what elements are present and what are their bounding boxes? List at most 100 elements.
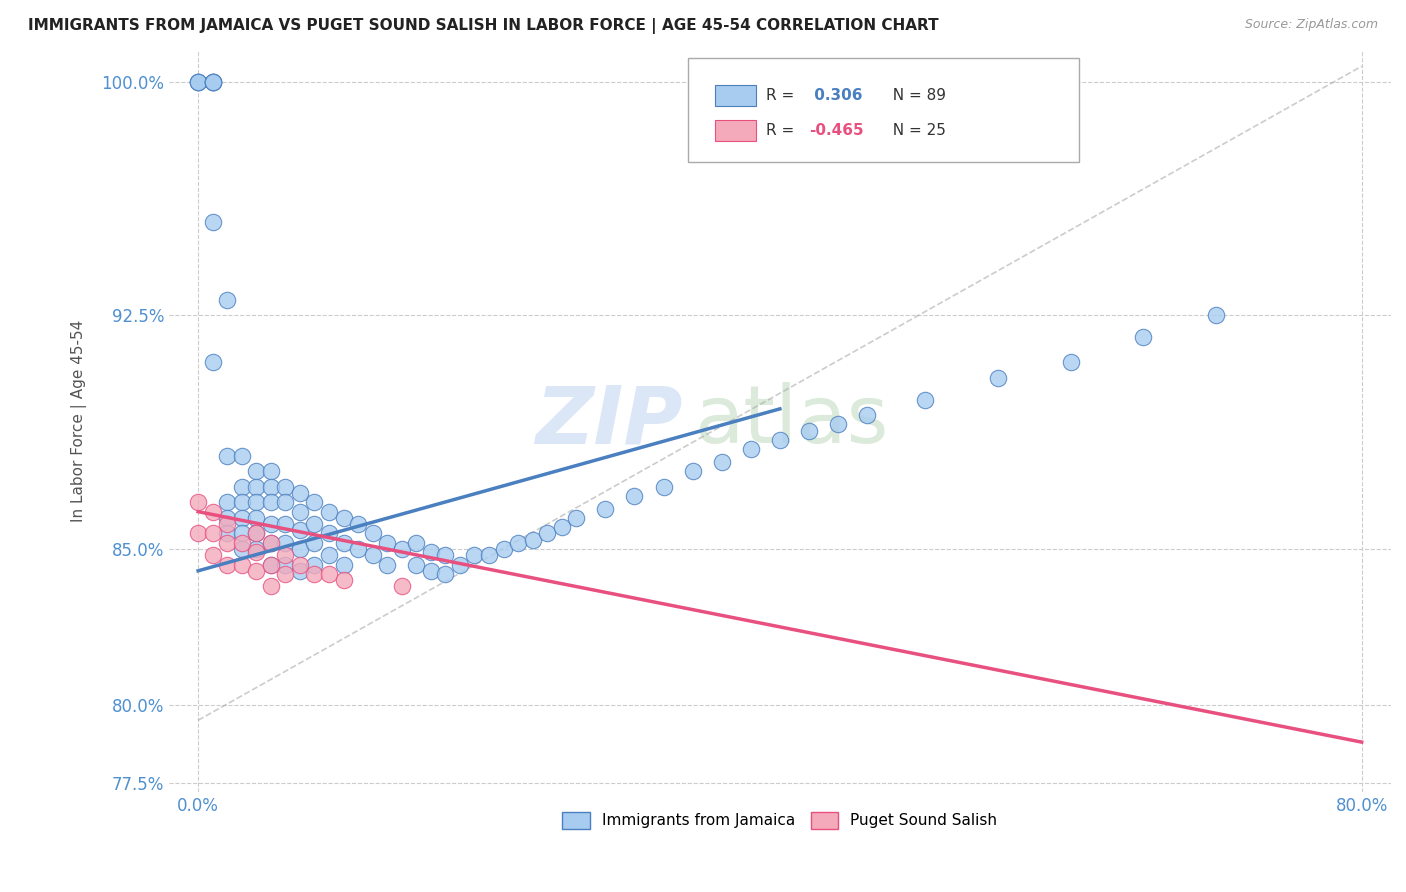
Text: ZIP: ZIP xyxy=(534,383,682,460)
Point xyxy=(405,558,427,572)
Point xyxy=(536,526,558,541)
Point xyxy=(347,541,370,556)
Point xyxy=(217,526,239,541)
Point xyxy=(245,511,267,525)
Point xyxy=(434,566,457,581)
Point xyxy=(187,526,209,541)
Point xyxy=(682,464,704,478)
Text: atlas: atlas xyxy=(695,383,889,460)
Point xyxy=(332,573,354,587)
Point xyxy=(405,536,427,550)
Point xyxy=(623,489,645,503)
Point xyxy=(231,558,253,572)
Point xyxy=(274,480,297,494)
Point xyxy=(434,548,457,562)
Point xyxy=(288,524,311,538)
FancyBboxPatch shape xyxy=(716,85,756,105)
Point xyxy=(217,536,239,550)
Point xyxy=(332,558,354,572)
Point xyxy=(595,501,617,516)
Point xyxy=(201,355,224,369)
Point xyxy=(318,548,340,562)
Point xyxy=(274,558,297,572)
Point xyxy=(274,495,297,509)
Point xyxy=(245,526,267,541)
Point xyxy=(419,545,441,559)
Point xyxy=(492,541,515,556)
Text: R =: R = xyxy=(766,123,800,138)
Point xyxy=(318,566,340,581)
Text: 0.306: 0.306 xyxy=(810,87,863,103)
Point xyxy=(217,558,239,572)
Point xyxy=(231,541,253,556)
Point xyxy=(361,526,384,541)
Point xyxy=(260,480,283,494)
Point xyxy=(1060,355,1083,369)
Point xyxy=(201,505,224,519)
Point xyxy=(231,495,253,509)
Point xyxy=(332,536,354,550)
Point xyxy=(361,548,384,562)
Point xyxy=(710,455,733,469)
Point xyxy=(201,75,224,89)
Point xyxy=(1205,838,1227,852)
Point xyxy=(231,449,253,463)
Point xyxy=(419,564,441,578)
Point xyxy=(245,480,267,494)
Text: N = 25: N = 25 xyxy=(883,123,945,138)
Point xyxy=(201,215,224,229)
Text: N = 89: N = 89 xyxy=(883,87,945,103)
Point xyxy=(217,511,239,525)
Point xyxy=(856,408,879,422)
Point xyxy=(318,526,340,541)
Point xyxy=(260,579,283,593)
FancyBboxPatch shape xyxy=(716,120,756,141)
Text: Source: ZipAtlas.com: Source: ZipAtlas.com xyxy=(1244,18,1378,31)
Point xyxy=(304,558,326,572)
Point xyxy=(260,558,283,572)
Point xyxy=(288,541,311,556)
Point xyxy=(245,541,267,556)
Point xyxy=(201,75,224,89)
Point xyxy=(914,392,936,407)
Point xyxy=(245,564,267,578)
Point xyxy=(187,495,209,509)
Point xyxy=(449,558,471,572)
Point xyxy=(506,536,529,550)
Point xyxy=(551,520,574,534)
Point xyxy=(245,495,267,509)
Point xyxy=(288,505,311,519)
Point xyxy=(288,486,311,500)
Point xyxy=(260,536,283,550)
Point xyxy=(260,536,283,550)
Point xyxy=(245,464,267,478)
Point xyxy=(201,75,224,89)
Point xyxy=(274,536,297,550)
Point xyxy=(391,541,413,556)
Point xyxy=(260,495,283,509)
Point xyxy=(347,517,370,532)
Text: -0.465: -0.465 xyxy=(810,123,863,138)
Point xyxy=(260,517,283,532)
Point xyxy=(187,75,209,89)
Point xyxy=(318,505,340,519)
Point xyxy=(187,75,209,89)
Point xyxy=(217,495,239,509)
Text: R =: R = xyxy=(766,87,800,103)
Point xyxy=(245,526,267,541)
Point xyxy=(304,536,326,550)
Point xyxy=(231,511,253,525)
Text: IMMIGRANTS FROM JAMAICA VS PUGET SOUND SALISH IN LABOR FORCE | AGE 45-54 CORRELA: IMMIGRANTS FROM JAMAICA VS PUGET SOUND S… xyxy=(28,18,939,34)
Point xyxy=(522,533,544,547)
Point xyxy=(304,495,326,509)
Point xyxy=(304,566,326,581)
FancyBboxPatch shape xyxy=(689,58,1080,161)
Point xyxy=(288,558,311,572)
Point xyxy=(231,536,253,550)
Point xyxy=(201,548,224,562)
Point xyxy=(1205,309,1227,323)
Point xyxy=(375,536,398,550)
Point xyxy=(740,442,762,457)
Point xyxy=(288,564,311,578)
Point xyxy=(231,526,253,541)
